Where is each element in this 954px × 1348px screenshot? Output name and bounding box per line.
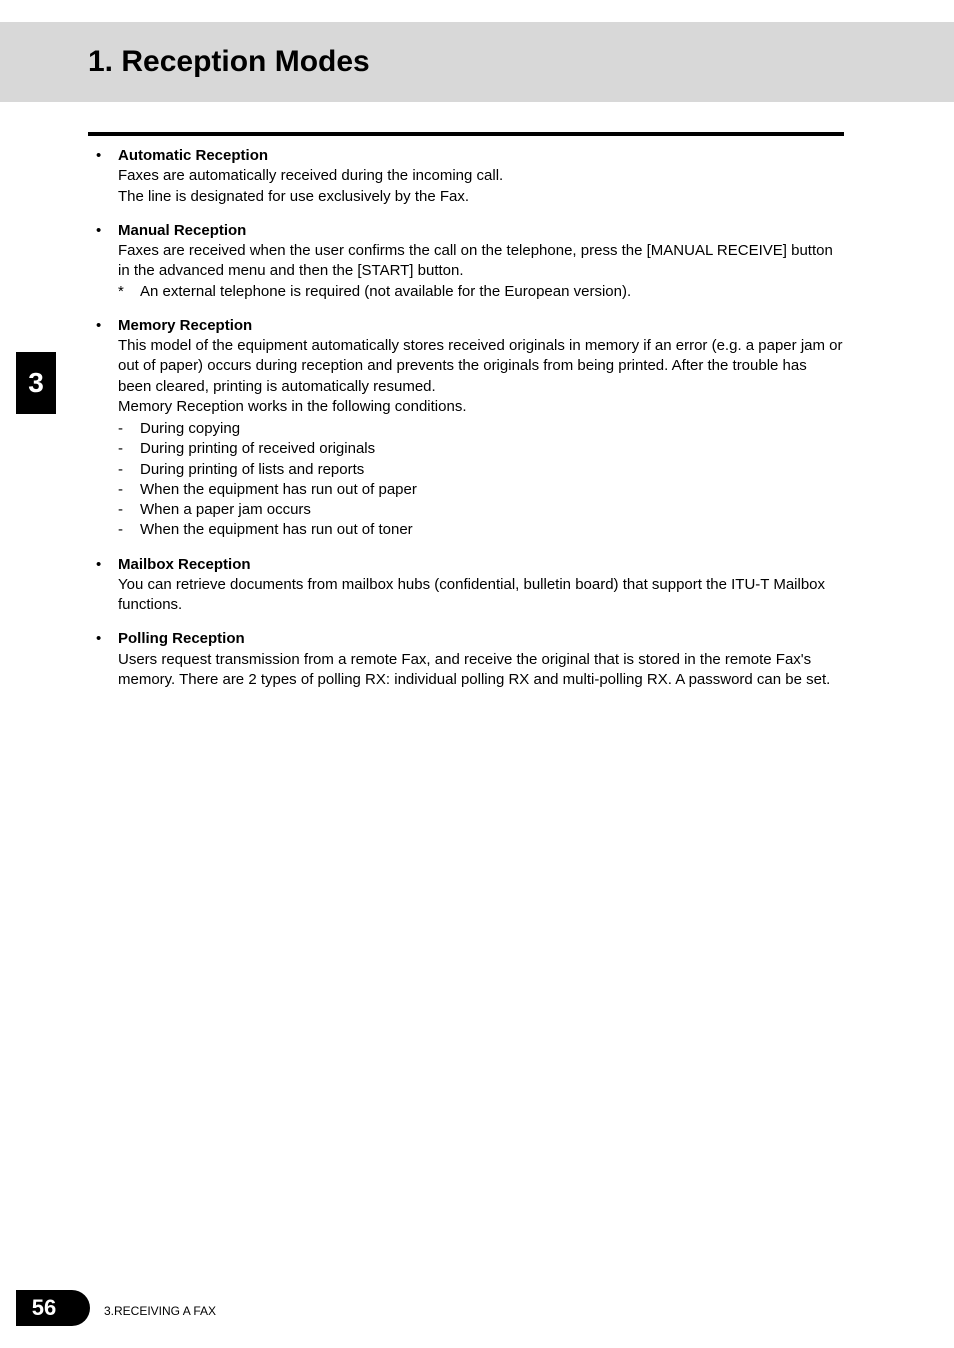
sublist-item-text: During printing of received originals bbox=[140, 440, 375, 457]
item-body-line: Faxes are received when the user confirm… bbox=[118, 241, 844, 282]
dash-icon: - bbox=[118, 460, 123, 480]
item-body-line: Faxes are automatically received during … bbox=[118, 166, 844, 186]
item-body-line: The line is designated for use exclusive… bbox=[118, 187, 844, 207]
horizontal-rule bbox=[88, 132, 844, 136]
item-title: Memory Reception bbox=[118, 316, 844, 336]
dash-icon: - bbox=[118, 500, 123, 520]
item-body-line: This model of the equipment automaticall… bbox=[118, 336, 844, 397]
page-number-tab: 56 bbox=[16, 1290, 72, 1326]
bullet-icon: • bbox=[96, 629, 101, 649]
reception-mode-item: • Manual ReceptionFaxes are received when… bbox=[88, 221, 844, 302]
item-note-text: An external telephone is required (not a… bbox=[140, 283, 631, 300]
sublist-item-text: When the equipment has run out of toner bbox=[140, 521, 413, 538]
sublist-item: -When a paper jam occurs bbox=[118, 500, 844, 520]
sublist-item-text: When the equipment has run out of paper bbox=[140, 481, 417, 498]
item-note: * An external telephone is required (not … bbox=[118, 282, 844, 302]
reception-mode-item: • Mailbox ReceptionYou can retrieve docum… bbox=[88, 555, 844, 616]
dash-icon: - bbox=[118, 480, 123, 500]
page: 1. Reception Modes 3 • Automatic Receptio… bbox=[0, 0, 954, 1348]
sublist-item: -During copying bbox=[118, 419, 844, 439]
chapter-tab: 3 bbox=[16, 352, 56, 414]
dash-icon: - bbox=[118, 520, 123, 540]
bullet-icon: • bbox=[96, 221, 101, 241]
bullet-icon: • bbox=[96, 316, 101, 336]
reception-mode-item: • Polling ReceptionUsers request transmis… bbox=[88, 629, 844, 690]
item-title: Polling Reception bbox=[118, 629, 844, 649]
item-body-line: Memory Reception works in the following … bbox=[118, 397, 844, 417]
item-body-line: You can retrieve documents from mailbox … bbox=[118, 575, 844, 616]
footer: 56 3.RECEIVING A FAX bbox=[0, 1292, 954, 1348]
items-list: • Automatic ReceptionFaxes are automatica… bbox=[88, 146, 844, 690]
dash-icon: - bbox=[118, 419, 123, 439]
sublist-item: -When the equipment has run out of toner bbox=[118, 520, 844, 540]
item-body-line: Users request transmission from a remote… bbox=[118, 650, 844, 691]
sublist-item-text: During printing of lists and reports bbox=[140, 461, 364, 478]
page-title: 1. Reception Modes bbox=[88, 45, 370, 79]
item-title: Automatic Reception bbox=[118, 146, 844, 166]
title-bar: 1. Reception Modes bbox=[0, 22, 954, 102]
sublist-item-text: When a paper jam occurs bbox=[140, 501, 311, 518]
asterisk-icon: * bbox=[118, 282, 124, 302]
item-title: Mailbox Reception bbox=[118, 555, 844, 575]
sublist-item: -During printing of received originals bbox=[118, 439, 844, 459]
page-number-tab-decor bbox=[72, 1290, 90, 1326]
bullet-icon: • bbox=[96, 146, 101, 166]
bullet-icon: • bbox=[96, 555, 101, 575]
item-title: Manual Reception bbox=[118, 221, 844, 241]
reception-mode-item: • Memory ReceptionThis model of the equip… bbox=[88, 316, 844, 541]
content-area: • Automatic ReceptionFaxes are automatica… bbox=[88, 132, 844, 704]
dash-icon: - bbox=[118, 439, 123, 459]
item-sublist: -During copying-During printing of recei… bbox=[118, 419, 844, 541]
footer-section-text: 3.RECEIVING A FAX bbox=[104, 1304, 216, 1318]
sublist-item-text: During copying bbox=[140, 420, 240, 437]
sublist-item: -When the equipment has run out of paper bbox=[118, 480, 844, 500]
sublist-item: -During printing of lists and reports bbox=[118, 460, 844, 480]
reception-mode-item: • Automatic ReceptionFaxes are automatica… bbox=[88, 146, 844, 207]
